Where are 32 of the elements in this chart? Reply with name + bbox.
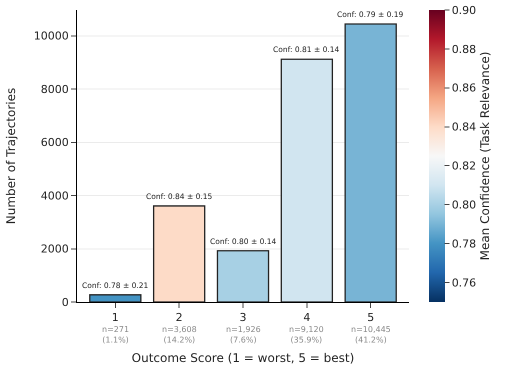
y-tick-label: 6000 — [40, 136, 69, 150]
color-bar-label: 0.76 — [452, 276, 476, 290]
bar — [89, 294, 142, 302]
x-tick-label: 1 — [112, 311, 119, 324]
x-tick-label: 3 — [240, 311, 246, 324]
color-bar-label: 0.78 — [452, 237, 476, 250]
y-tick-label: 10000 — [34, 30, 69, 43]
color-bar-label: 0.86 — [452, 82, 476, 95]
color-bar-label: 0.80 — [452, 198, 476, 212]
bar — [152, 205, 206, 302]
bar — [344, 23, 397, 302]
bar — [216, 250, 270, 302]
y-axis-title: Number of Trajectories — [4, 88, 18, 224]
data-label: n=3,608 (14.2%) — [162, 325, 197, 344]
color-bar-title: Mean Confidence (Task Relevance) — [478, 52, 492, 260]
x-axis-title: Outcome Score (1 = worst, 5 = best) — [132, 351, 354, 366]
x-tick-label: 4 — [303, 311, 310, 324]
x-tick-label: 2 — [176, 311, 183, 324]
color-bar-label: 0.82 — [452, 160, 476, 173]
data-label: n=9,120 (35.9%) — [289, 325, 324, 344]
y-tick-label: 8000 — [40, 82, 69, 96]
color-bar-label: 0.88 — [452, 42, 476, 56]
y-tick-label: 0 — [62, 296, 69, 309]
data-label: n=271 (1.1%) — [102, 325, 130, 344]
color-bar-label: 0.84 — [452, 120, 476, 134]
bar — [280, 58, 334, 302]
y-tick-label: 2000 — [40, 242, 69, 256]
data-label: n=10,445 (41.2%) — [351, 325, 391, 344]
color-bar-label: 0.90 — [452, 4, 476, 17]
x-tick-label: 5 — [367, 311, 374, 324]
y-tick-label: 4000 — [40, 189, 69, 202]
data-label: n=1,926 (7.6%) — [226, 325, 261, 344]
